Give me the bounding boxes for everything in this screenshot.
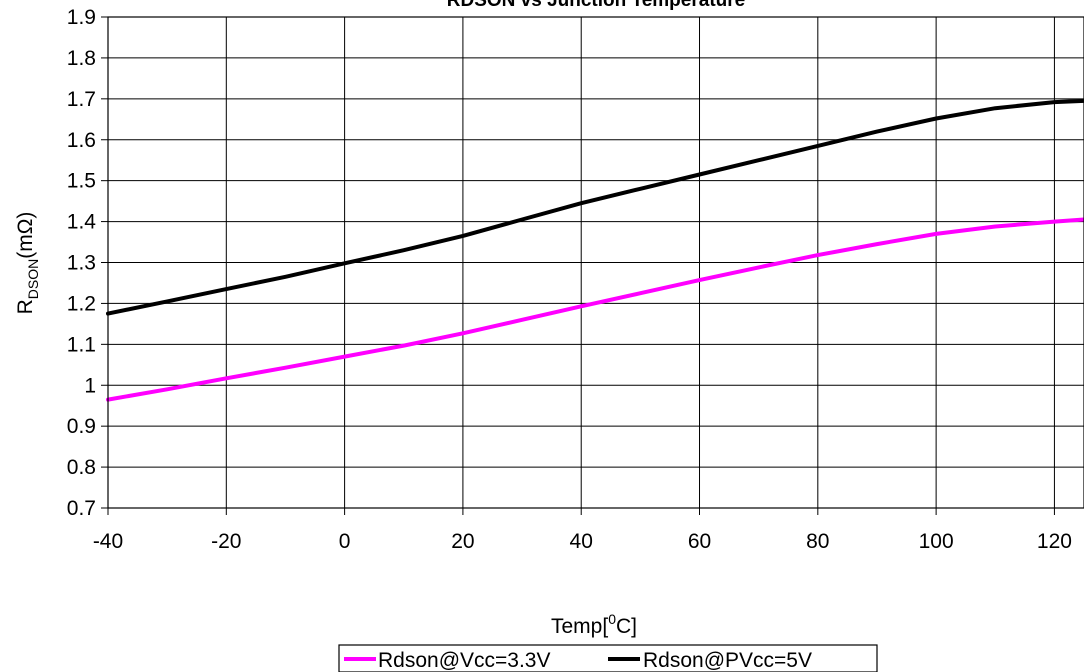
x-tick-labels: -40 -20 0 20 40 60 80 100 120 bbox=[93, 530, 1072, 553]
legend-label-series-2: Rdson@PVcc=5V bbox=[643, 649, 812, 672]
plot-frame bbox=[107, 16, 1084, 509]
y-tick-label: 1.9 bbox=[67, 6, 96, 29]
series-lines bbox=[106, 98, 1084, 402]
y-tick-label: 1 bbox=[84, 374, 96, 397]
x-axis-title-sup: 0 bbox=[608, 611, 616, 627]
x-axis-title-tail: C] bbox=[616, 615, 637, 638]
y-tick-labels: 0.7 0.8 0.9 1 1.1 1.2 1.3 1.4 1.5 1.6 1.7 1.8 1.9 bbox=[67, 6, 97, 520]
y-tick-label: 1.2 bbox=[67, 292, 96, 315]
legend: Rdson@Vcc=3.3V Rdson@PVcc=5V bbox=[338, 644, 878, 672]
x-tick-label: 0 bbox=[339, 530, 351, 553]
x-tick-label: -40 bbox=[93, 530, 123, 553]
y-tick-label: 1.3 bbox=[67, 252, 96, 275]
chart-title: RDSON vs Junction Temperature bbox=[447, 0, 745, 11]
y-axis-title-sub: DSON bbox=[25, 259, 41, 299]
y-tick-label: 0.7 bbox=[67, 497, 96, 520]
x-tick-label: 40 bbox=[570, 530, 593, 553]
y-tick-label: 1.7 bbox=[67, 88, 96, 111]
y-tick-label: 1.5 bbox=[67, 170, 96, 193]
y-axis-title: RDSON(mΩ) bbox=[14, 212, 41, 315]
x-tick-label: -20 bbox=[211, 530, 241, 553]
y-tick-label: 0.8 bbox=[67, 456, 96, 479]
x-axis-title-main: Temp[ bbox=[551, 615, 608, 638]
x-tick-label: 120 bbox=[1037, 530, 1072, 553]
x-tick-label: 80 bbox=[806, 530, 829, 553]
y-tick-label: 1.6 bbox=[67, 129, 96, 152]
y-tick-label: 0.9 bbox=[67, 415, 96, 438]
y-axis-title-main: R bbox=[14, 299, 37, 314]
x-tick-label: 100 bbox=[919, 530, 954, 553]
legend-label-series-1: Rdson@Vcc=3.3V bbox=[378, 649, 551, 672]
y-tick-label: 1.1 bbox=[67, 333, 96, 356]
series-line-1 bbox=[106, 217, 1084, 402]
series-line-2 bbox=[106, 98, 1084, 316]
y-axis-title-tail: (mΩ) bbox=[14, 212, 37, 259]
x-tick-label: 20 bbox=[451, 530, 474, 553]
x-axis-title: Temp[0C] bbox=[551, 611, 637, 638]
x-tick-label: 60 bbox=[688, 530, 711, 553]
y-tick-label: 1.8 bbox=[67, 47, 96, 70]
y-tick-label: 1.4 bbox=[67, 211, 97, 234]
